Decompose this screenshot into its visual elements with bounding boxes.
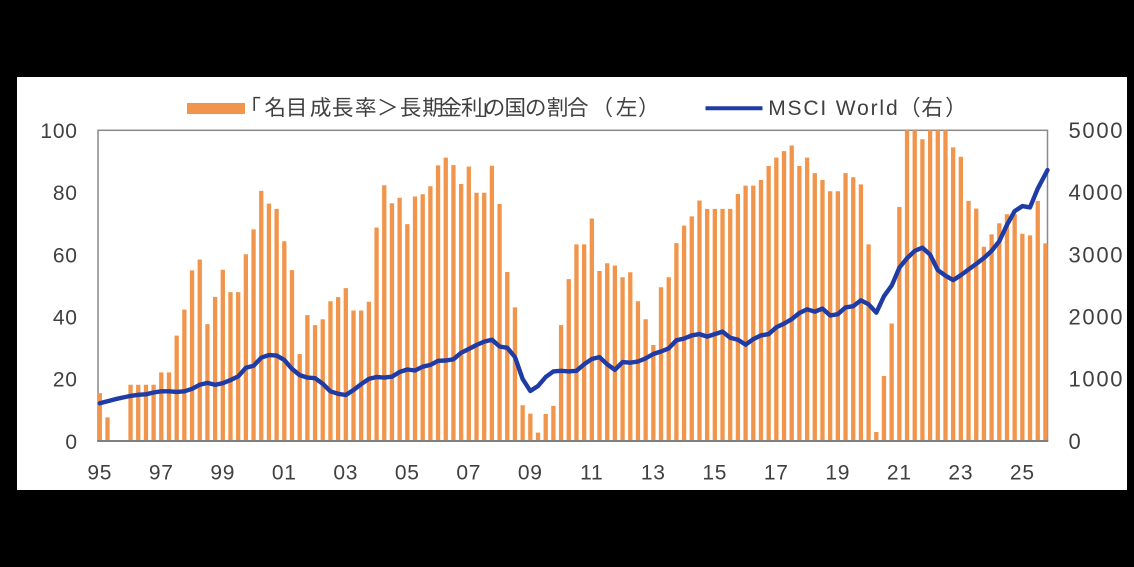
svg-text:97: 97 [149, 461, 174, 484]
svg-text:11: 11 [580, 461, 603, 484]
svg-text:07: 07 [456, 461, 481, 484]
svg-text:60: 60 [53, 244, 78, 267]
svg-text:01: 01 [272, 461, 297, 484]
svg-text:09: 09 [518, 461, 543, 484]
svg-text:17: 17 [764, 461, 789, 484]
svg-text:MSCI World: MSCI World [768, 97, 899, 120]
svg-text:100: 100 [40, 120, 77, 143]
svg-text:1000: 1000 [1069, 367, 1125, 392]
svg-text:20: 20 [53, 369, 78, 392]
svg-text:0: 0 [65, 431, 77, 454]
svg-text:13: 13 [641, 461, 666, 484]
svg-text:21: 21 [887, 461, 912, 484]
svg-text:03: 03 [333, 461, 358, 484]
svg-text:40: 40 [53, 307, 78, 330]
svg-text:2000: 2000 [1069, 305, 1125, 330]
svg-text:80: 80 [53, 182, 78, 205]
svg-text:23: 23 [948, 461, 973, 484]
svg-text:0: 0 [1069, 429, 1083, 454]
svg-text:5000: 5000 [1069, 118, 1125, 143]
svg-text:25: 25 [1010, 461, 1035, 484]
svg-text:05: 05 [395, 461, 420, 484]
svg-text:3000: 3000 [1069, 242, 1125, 267]
svg-text:19: 19 [825, 461, 850, 484]
svg-text:95: 95 [87, 461, 112, 484]
svg-text:4000: 4000 [1069, 180, 1125, 205]
svg-text:15: 15 [702, 461, 727, 484]
svg-text:99: 99 [210, 461, 235, 484]
